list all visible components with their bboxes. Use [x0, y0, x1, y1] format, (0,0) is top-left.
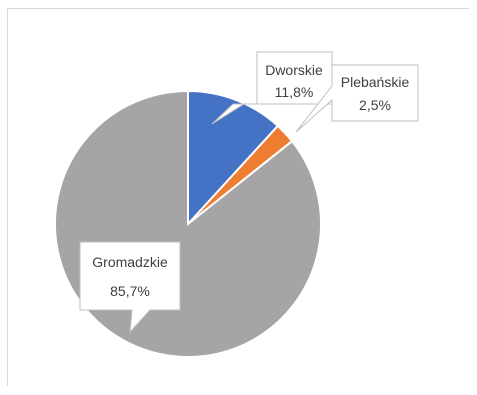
callout-value-gromadzkie: 85,7%: [110, 283, 150, 299]
pie-slices: [54, 89, 322, 358]
callout-plebanskie: Plebańskie 2,5%: [295, 64, 419, 133]
callout-dworskie: Dworskie 11,8%: [211, 51, 333, 125]
callout-label-dworskie: Dworskie: [265, 62, 323, 78]
callout-gromadzkie: Gromadzkie 85,7%: [79, 241, 181, 334]
pie-slice-dworskie: [187, 89, 280, 227]
callout-box-gromadzkie: [79, 241, 181, 334]
callout-label-gromadzkie: Gromadzkie: [92, 254, 168, 270]
callout-box-dworskie: [211, 51, 333, 125]
callout-box-plebanskie: [295, 64, 419, 133]
callout-value-plebanskie: 2,5%: [359, 97, 391, 113]
callout-value-dworskie: 11,8%: [275, 84, 314, 100]
callout-label-plebanskie: Plebańskie: [341, 74, 410, 90]
